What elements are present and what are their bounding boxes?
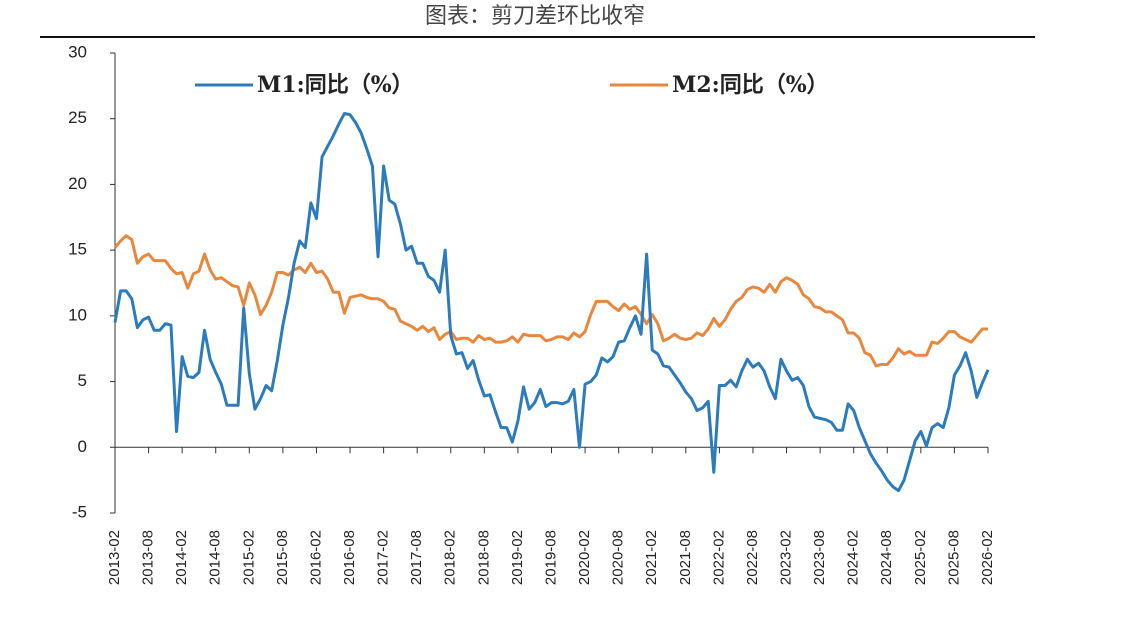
x-tick-label: 2018-02 bbox=[442, 530, 459, 585]
x-tick-label: 2017-08 bbox=[408, 530, 425, 585]
x-tick-label: 2022-02 bbox=[710, 530, 727, 585]
x-tick-label: 2021-02 bbox=[643, 530, 660, 585]
legend-label: M1:同比（%） bbox=[257, 72, 414, 98]
x-tick-label: 2014-02 bbox=[173, 530, 190, 585]
x-tick-label: 2023-02 bbox=[778, 530, 795, 585]
x-tick-label: 2015-08 bbox=[274, 530, 291, 585]
x-tick-label: 2019-02 bbox=[509, 530, 526, 585]
x-tick-label: 2025-02 bbox=[912, 530, 929, 585]
x-tick-label: 2013-08 bbox=[140, 530, 157, 585]
x-tick-label: 2024-02 bbox=[845, 530, 862, 585]
x-tick-label: 2019-08 bbox=[542, 530, 559, 585]
x-tick-label: 2023-08 bbox=[811, 530, 828, 585]
x-tick-label: 2016-08 bbox=[341, 530, 358, 585]
x-tick-label: 2016-02 bbox=[307, 530, 324, 585]
y-tick-label: 25 bbox=[68, 108, 87, 127]
series-line bbox=[113, 234, 988, 368]
x-tick-label: 2024-08 bbox=[878, 530, 895, 585]
x-tick-label: 2020-02 bbox=[576, 530, 593, 585]
series-line bbox=[113, 111, 990, 493]
chart-title: 图表：剪刀差环比收窄 bbox=[425, 4, 645, 29]
y-tick-label: 10 bbox=[68, 305, 87, 324]
x-tick-label: 2021-08 bbox=[677, 530, 694, 585]
x-tick-label: 2026-02 bbox=[979, 530, 996, 585]
y-tick-label: -5 bbox=[72, 502, 87, 521]
legend-label: M2:同比（%） bbox=[672, 72, 829, 98]
y-tick-label: 30 bbox=[68, 42, 87, 61]
x-tick-label: 2014-08 bbox=[207, 530, 224, 585]
y-tick-label: 0 bbox=[78, 437, 87, 456]
x-tick-label: 2013-02 bbox=[106, 530, 123, 585]
x-tick-label: 2025-08 bbox=[945, 530, 962, 585]
y-tick-label: 20 bbox=[68, 174, 87, 193]
x-tick-label: 2015-02 bbox=[240, 530, 257, 585]
y-tick-label: 5 bbox=[78, 371, 87, 390]
x-tick-label: 2022-08 bbox=[744, 530, 761, 585]
x-tick-label: 2017-02 bbox=[375, 530, 392, 585]
x-tick-label: 2020-08 bbox=[610, 530, 627, 585]
x-tick-label: 2018-08 bbox=[475, 530, 492, 585]
y-tick-label: 15 bbox=[68, 240, 87, 259]
